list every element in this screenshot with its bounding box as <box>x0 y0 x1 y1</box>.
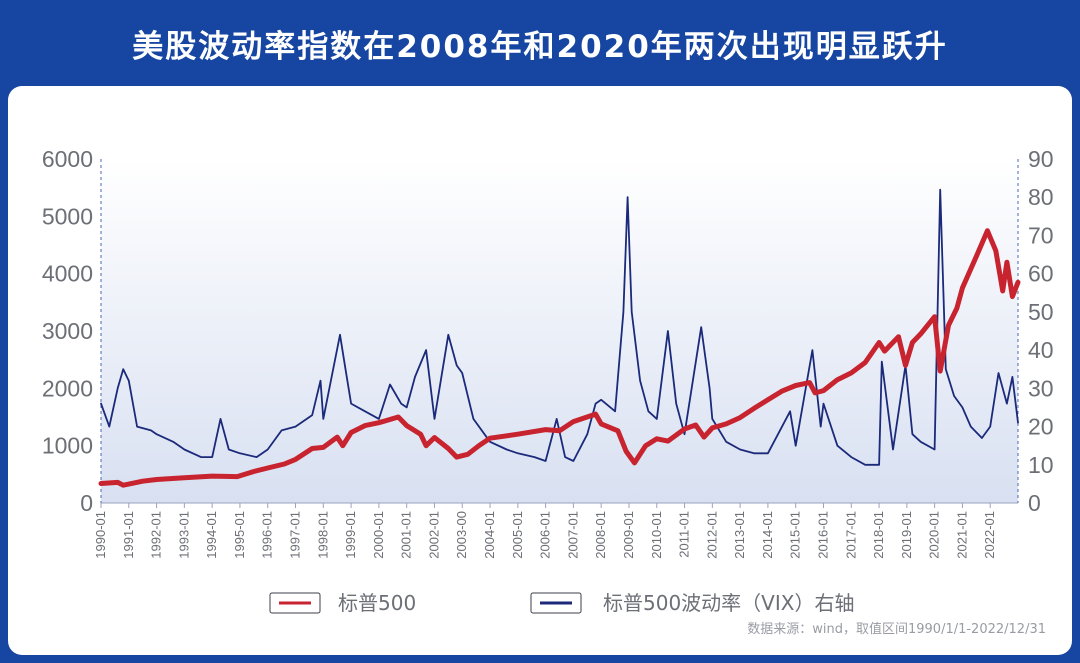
x-tick-label: 2001-01 <box>399 511 414 559</box>
y-right-tick-label: 90 <box>1028 146 1054 172</box>
x-tick-label: 2013-01 <box>732 511 747 559</box>
x-tick-label: 2006-01 <box>538 511 553 559</box>
y-left-tick-label: 0 <box>80 490 93 516</box>
x-tick-label: 2015-01 <box>788 511 803 559</box>
sp500-line <box>98 228 1021 488</box>
legend-item-sp500: 标普500 <box>269 591 416 615</box>
y-left-tick-label: 3000 <box>42 318 93 344</box>
x-tick-label: 1990-01 <box>93 511 108 559</box>
x-tick-label: 2020-01 <box>927 511 942 559</box>
x-tick-label: 2021-01 <box>954 511 969 559</box>
y-right-tick-label: 0 <box>1028 490 1041 516</box>
source-note: 数据来源：wind，取值区间1990/1/1-2022/12/31 <box>747 622 1046 637</box>
chart-panel: 0 1000 2000 3000 4000 5000 6000 0 10 20 30 40 50 60 70… <box>8 86 1072 655</box>
x-tick-label: 2010-01 <box>649 511 664 559</box>
y-right-tick-label: 10 <box>1028 452 1054 478</box>
x-tick-label: 1999-01 <box>343 511 358 559</box>
y-right-tick-label: 50 <box>1028 299 1054 325</box>
x-tick-label: 2003-00 <box>454 511 469 559</box>
x-tick-label: 2005-01 <box>510 511 525 559</box>
x-tick-label: 1991-01 <box>121 511 136 559</box>
y-right-tick-label: 70 <box>1028 222 1054 248</box>
y-left-tick-label: 2000 <box>42 375 93 401</box>
x-tick-label: 1993-01 <box>176 511 191 559</box>
x-tick-label: 1992-01 <box>149 511 164 559</box>
y-left-tick-label: 5000 <box>42 203 93 229</box>
x-tick-label: 1994-01 <box>204 511 219 559</box>
y-left-tick-label: 1000 <box>42 433 93 459</box>
legend-item-vix: 标普500波动率（VIX）右轴 <box>530 591 854 615</box>
x-tick-label: 2002-01 <box>426 511 441 559</box>
x-tick-label: 2018-01 <box>871 511 886 559</box>
y-right-tick-label: 80 <box>1028 184 1054 210</box>
x-tick-label: 1997-01 <box>288 511 303 559</box>
x-tick-label: 2019-01 <box>899 511 914 559</box>
x-tick-label: 2014-01 <box>760 511 775 559</box>
x-tick-label: 2007-01 <box>565 511 580 559</box>
x-tick-label: 2000-01 <box>371 511 386 559</box>
x-tick-label: 2022-01 <box>982 511 997 559</box>
x-tick-label: 2011-01 <box>677 511 692 558</box>
y-right-tick-label: 60 <box>1028 261 1054 287</box>
x-tick-label: 2004-01 <box>482 511 497 559</box>
plot-area <box>101 159 1018 503</box>
chart-title: 美股波动率指数在2008年和2020年两次出现明显跃升 <box>132 28 948 65</box>
x-tick-label: 2016-01 <box>815 511 830 559</box>
x-tick-label: 2009-01 <box>621 511 636 559</box>
y-right-tick-label: 40 <box>1028 337 1054 363</box>
y-left-tick-label: 4000 <box>42 261 93 287</box>
x-tick-label: 2008-01 <box>593 511 608 559</box>
y-right-tick-label: 30 <box>1028 375 1054 401</box>
x-tick-label: 2017-01 <box>843 511 858 559</box>
title-bar: 美股波动率指数在2008年和2020年两次出现明显跃升 <box>0 0 1080 86</box>
x-tick-label: 2012-01 <box>704 511 719 559</box>
y-right-tick-label: 20 <box>1028 414 1054 440</box>
vix-line <box>100 188 1019 466</box>
legend-label: 标普500 <box>338 591 416 615</box>
chart-svg: 0 1000 2000 3000 4000 5000 6000 0 10 20 30 40 50 60 70… <box>42 146 1054 615</box>
x-tick-label: 1995-01 <box>232 511 247 559</box>
x-tick-label: 1998-01 <box>315 511 330 559</box>
x-tick-label: 1996-01 <box>260 511 275 559</box>
legend-label: 标普500波动率（VIX）右轴 <box>603 591 854 615</box>
y-left-tick-label: 6000 <box>42 146 93 172</box>
